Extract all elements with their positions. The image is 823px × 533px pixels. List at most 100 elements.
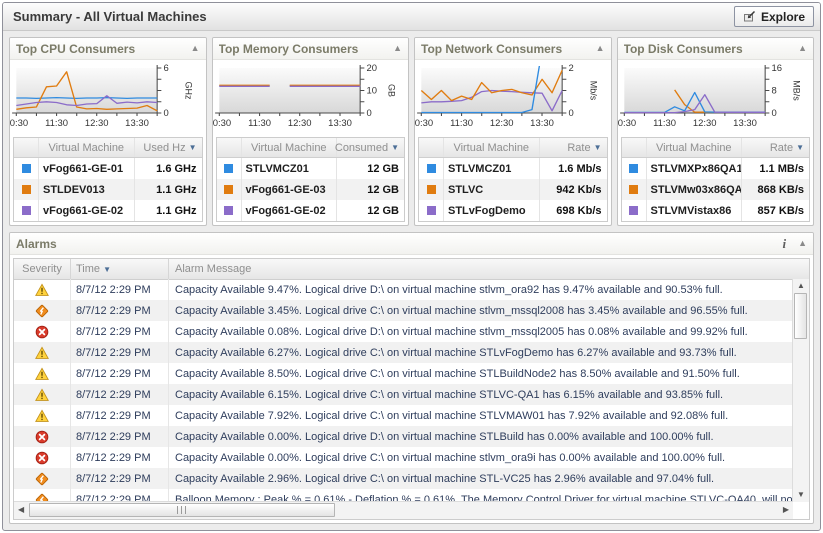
column-header-value[interactable]: Consumed ▼	[335, 138, 404, 157]
series-color-swatch	[629, 164, 638, 173]
column-header-alarm-message[interactable]: Alarm Message	[175, 263, 252, 275]
color-column-header	[217, 138, 242, 157]
series-color-swatch	[21, 164, 31, 173]
column-header-severity[interactable]: Severity	[14, 259, 71, 279]
scroll-left-icon[interactable]: ◀	[18, 505, 25, 514]
collapse-icon[interactable]: ▲	[798, 238, 807, 248]
mini-chart: 10:30 11:30 12:30 13:30 0 2 Mb/s	[415, 63, 599, 128]
consumer-table-header: Virtual Machine Consumed ▼	[216, 138, 404, 158]
scroll-down-icon[interactable]: ▼	[797, 490, 805, 499]
column-header-value[interactable]: Used Hz ▼	[133, 138, 202, 157]
alarm-row[interactable]: 8/7/12 2:29 PM Capacity Available 6.27%. …	[14, 342, 793, 363]
consumer-row[interactable]: STLVMCZ01 1.6 Mb/s	[419, 158, 607, 179]
consumer-row[interactable]: STLVMCZ01 12 GB	[217, 158, 405, 179]
column-header-virtual-machine[interactable]: Virtual Machine	[453, 141, 530, 154]
alarm-row[interactable]: 8/7/12 2:29 PM Capacity Available 6.15%. …	[14, 384, 793, 405]
alarm-row[interactable]: 8/7/12 2:29 PM Balloon Memory : Peak % = …	[14, 489, 793, 502]
consumer-table-body: STLVMCZ01 1.6 Mb/s STLVC 942 Kb/s STLvFogDem…	[419, 158, 607, 221]
svg-text:13:30: 13:30	[733, 118, 757, 128]
consumer-row[interactable]: STLVMw03x86QA3 868 KB/s	[621, 179, 809, 200]
consumer-row[interactable]: STLvFogDemo 698 Kb/s	[419, 200, 607, 221]
consumer-row[interactable]: vFog661-GE-03 12 GB	[216, 179, 404, 200]
alarm-row[interactable]: 8/7/12 2:29 PM Capacity Available 9.47%. …	[14, 279, 793, 300]
alarm-row[interactable]: 8/7/12 2:29 PM Capacity Available 7.92%. …	[14, 405, 793, 426]
alarm-row[interactable]: 8/7/12 2:29 PM Capacity Available 0.00%. …	[14, 426, 793, 447]
severity-warning-icon	[35, 346, 49, 360]
consumer-row[interactable]: vFog661-GE-02 1.1 GHz	[14, 200, 202, 221]
consumer-table: Virtual Machine Rate ▼ STLVMCZ01 1.6 Mb/s S…	[418, 137, 608, 222]
consumer-row[interactable]: STLVMVistax86 857 KB/s	[622, 200, 810, 221]
svg-text:10:30: 10:30	[213, 118, 231, 128]
vm-value: 1.1 GHz	[133, 200, 202, 221]
column-header-value[interactable]: Rate ▼	[538, 138, 607, 157]
consumer-row[interactable]: STLDEV013 1.1 GHz	[14, 179, 202, 200]
alarm-row[interactable]: 8/7/12 2:29 PM Capacity Available 3.45%. …	[14, 300, 793, 321]
column-header-virtual-machine[interactable]: Virtual Machine	[250, 141, 327, 154]
column-header-time[interactable]: Time ▼	[71, 259, 169, 279]
alarm-time: 8/7/12 2:29 PM	[71, 363, 169, 384]
svg-text:11:30: 11:30	[45, 118, 68, 128]
collapse-icon[interactable]: ▲	[190, 43, 200, 53]
svg-text:10:30: 10:30	[618, 118, 636, 128]
consumer-row[interactable]: STLVMXPx86QA1 1.1 MB/s	[622, 158, 810, 179]
vm-name: STLVMCZ01	[448, 162, 512, 175]
page-title: Summary - All Virtual Machines	[13, 9, 207, 24]
series-color-swatch	[426, 164, 436, 173]
column-header-virtual-machine[interactable]: Virtual Machine	[655, 141, 732, 154]
alarm-message: Capacity Available 2.96%. Logical drive …	[175, 472, 715, 485]
svg-text:12:30: 12:30	[85, 118, 109, 128]
svg-text:13:30: 13:30	[530, 118, 554, 128]
horizontal-scroll-thumb[interactable]	[29, 503, 335, 517]
alarms-header: Alarms i ▲	[10, 233, 813, 255]
top-panel: Top CPU Consumers ▲ 10:30 11:30 12:30 13:30…	[9, 37, 207, 226]
series-color-swatch	[426, 206, 436, 215]
vertical-scroll-thumb[interactable]	[794, 293, 807, 339]
alarm-time: 8/7/12 2:29 PM	[71, 426, 169, 447]
horizontal-scrollbar[interactable]: ◀ ▶	[14, 501, 793, 519]
vm-value: 942 Kb/s	[538, 179, 607, 200]
explore-button[interactable]: Explore	[733, 6, 814, 27]
svg-text:0: 0	[163, 108, 168, 118]
severity-warning-icon	[35, 283, 49, 297]
alarm-time: 8/7/12 2:29 PM	[71, 279, 169, 300]
alarm-time: 8/7/12 2:29 PM	[71, 300, 169, 321]
scroll-right-icon[interactable]: ▶	[782, 505, 789, 514]
scroll-up-icon[interactable]: ▲	[797, 281, 805, 290]
sort-descending-icon: ▼	[391, 143, 399, 152]
top-panel: Top Memory Consumers ▲ 10:30 11:30 12:30 13…	[211, 37, 409, 226]
vm-value: 12 GB	[336, 179, 404, 200]
panel-title: Top Memory Consumers	[218, 41, 359, 56]
consumer-row[interactable]: vFog661-GE-01 1.6 GHz	[14, 158, 202, 179]
collapse-icon[interactable]: ▲	[798, 43, 807, 53]
alarm-time: 8/7/12 2:29 PM	[71, 468, 169, 489]
alarm-row[interactable]: 8/7/12 2:29 PM Capacity Available 0.08%. …	[14, 321, 793, 342]
scroll-grip	[177, 506, 187, 514]
collapse-icon[interactable]: ▲	[595, 43, 605, 53]
severity-warning-icon	[35, 367, 49, 381]
series-color-swatch	[224, 164, 233, 173]
vm-value: 698 Kb/s	[538, 200, 607, 221]
panel-header: Top Disk Consumers ▲	[617, 38, 813, 60]
alarm-time: 8/7/12 2:29 PM	[71, 342, 169, 363]
alarm-message: Capacity Available 6.27%. Logical drive …	[175, 346, 737, 359]
consumer-row[interactable]: STLVC 942 Kb/s	[419, 179, 607, 200]
alarm-message: Capacity Available 7.92%. Logical drive …	[175, 409, 729, 422]
svg-text:11:30: 11:30	[248, 118, 271, 128]
svg-text:12:30: 12:30	[692, 118, 716, 128]
series-color-swatch	[629, 185, 638, 194]
column-header-virtual-machine[interactable]: Virtual Machine	[48, 141, 125, 154]
series-color-swatch	[21, 206, 31, 215]
alarm-row[interactable]: 8/7/12 2:29 PM Capacity Available 2.96%. …	[14, 468, 793, 489]
alarm-row[interactable]: 8/7/12 2:29 PM Capacity Available 0.00%. …	[14, 447, 793, 468]
vertical-scrollbar[interactable]: ▲ ▼	[792, 279, 809, 502]
alarms-table-body: 8/7/12 2:29 PM Capacity Available 9.47%. …	[14, 279, 793, 502]
alarm-message: Balloon Memory : Peak % = 0.61% - Deflat…	[175, 493, 793, 503]
color-column-header	[622, 138, 647, 157]
info-icon[interactable]: i	[782, 236, 787, 251]
consumer-row[interactable]: vFog661-GE-02 12 GB	[217, 200, 405, 221]
alarm-time: 8/7/12 2:29 PM	[71, 489, 169, 502]
panel-title: Top Network Consumers	[421, 41, 563, 56]
collapse-icon[interactable]: ▲	[393, 43, 402, 53]
column-header-value[interactable]: Rate ▼	[741, 138, 809, 157]
alarm-row[interactable]: 8/7/12 2:29 PM Capacity Available 8.50%. …	[14, 363, 793, 384]
